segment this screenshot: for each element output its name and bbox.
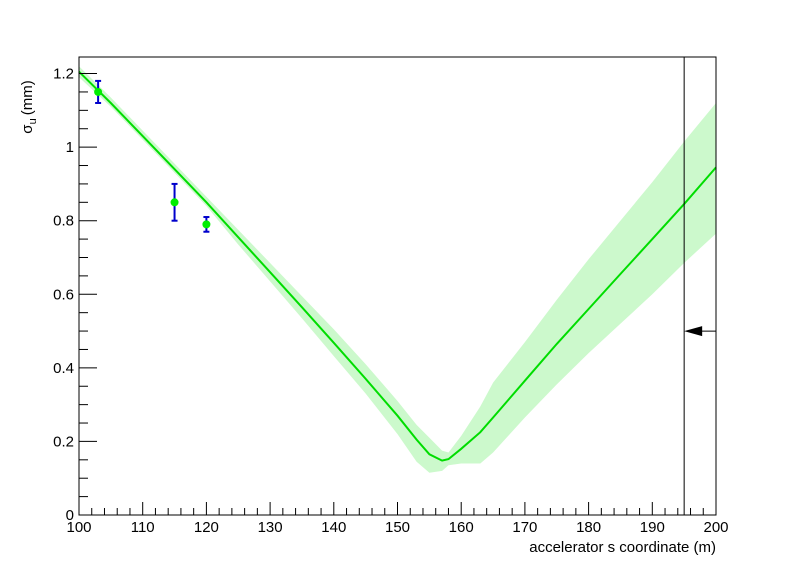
x-axis-title: accelerator s coordinate (m) bbox=[529, 539, 716, 556]
y-axis-title-unit: (mm) bbox=[19, 80, 36, 115]
x-axis: 100 110 120 130 140 150 160 170 180 190 200 bbox=[66, 502, 729, 536]
y-axis: 0 0.2 0.4 0.6 0.8 1 1.2 bbox=[53, 66, 97, 524]
fit-line-layer bbox=[78, 70, 717, 462]
data-point bbox=[94, 87, 103, 96]
uncertainty-band-layer bbox=[79, 66, 716, 473]
y-tick-label: 1.2 bbox=[53, 66, 74, 83]
x-tick-label: 150 bbox=[385, 519, 410, 536]
y-tick-label: 1 bbox=[66, 139, 74, 156]
x-tick-label: 100 bbox=[66, 519, 91, 536]
y-tick-label: 0 bbox=[66, 507, 74, 524]
data-point bbox=[170, 198, 179, 207]
measurement-layer bbox=[94, 79, 211, 233]
y-tick-label: 0.8 bbox=[53, 213, 74, 230]
x-tick-label: 130 bbox=[258, 519, 283, 536]
marker-layer bbox=[683, 57, 716, 515]
x-tick-label: 180 bbox=[576, 519, 601, 536]
x-tick-label: 190 bbox=[640, 519, 665, 536]
x-tick-label: 110 bbox=[131, 519, 155, 536]
y-axis-title: σu (mm) bbox=[19, 80, 39, 133]
x-tick-label: 140 bbox=[321, 519, 346, 536]
arrow-head bbox=[684, 326, 703, 337]
uncertainty-band bbox=[79, 66, 716, 473]
y-tick-label: 0.2 bbox=[53, 433, 74, 450]
data-point bbox=[202, 220, 211, 229]
x-tick-label: 120 bbox=[194, 519, 219, 536]
x-tick-label: 160 bbox=[449, 519, 474, 536]
x-tick-label: 170 bbox=[512, 519, 537, 536]
y-tick-label: 0.4 bbox=[53, 360, 74, 377]
y-axis-title-symbol: σ bbox=[19, 124, 36, 134]
y-axis-title-subscript: u bbox=[27, 118, 39, 124]
fit-line bbox=[78, 70, 717, 462]
x-tick-label: 200 bbox=[703, 519, 728, 536]
y-tick-label: 0.6 bbox=[53, 286, 74, 303]
